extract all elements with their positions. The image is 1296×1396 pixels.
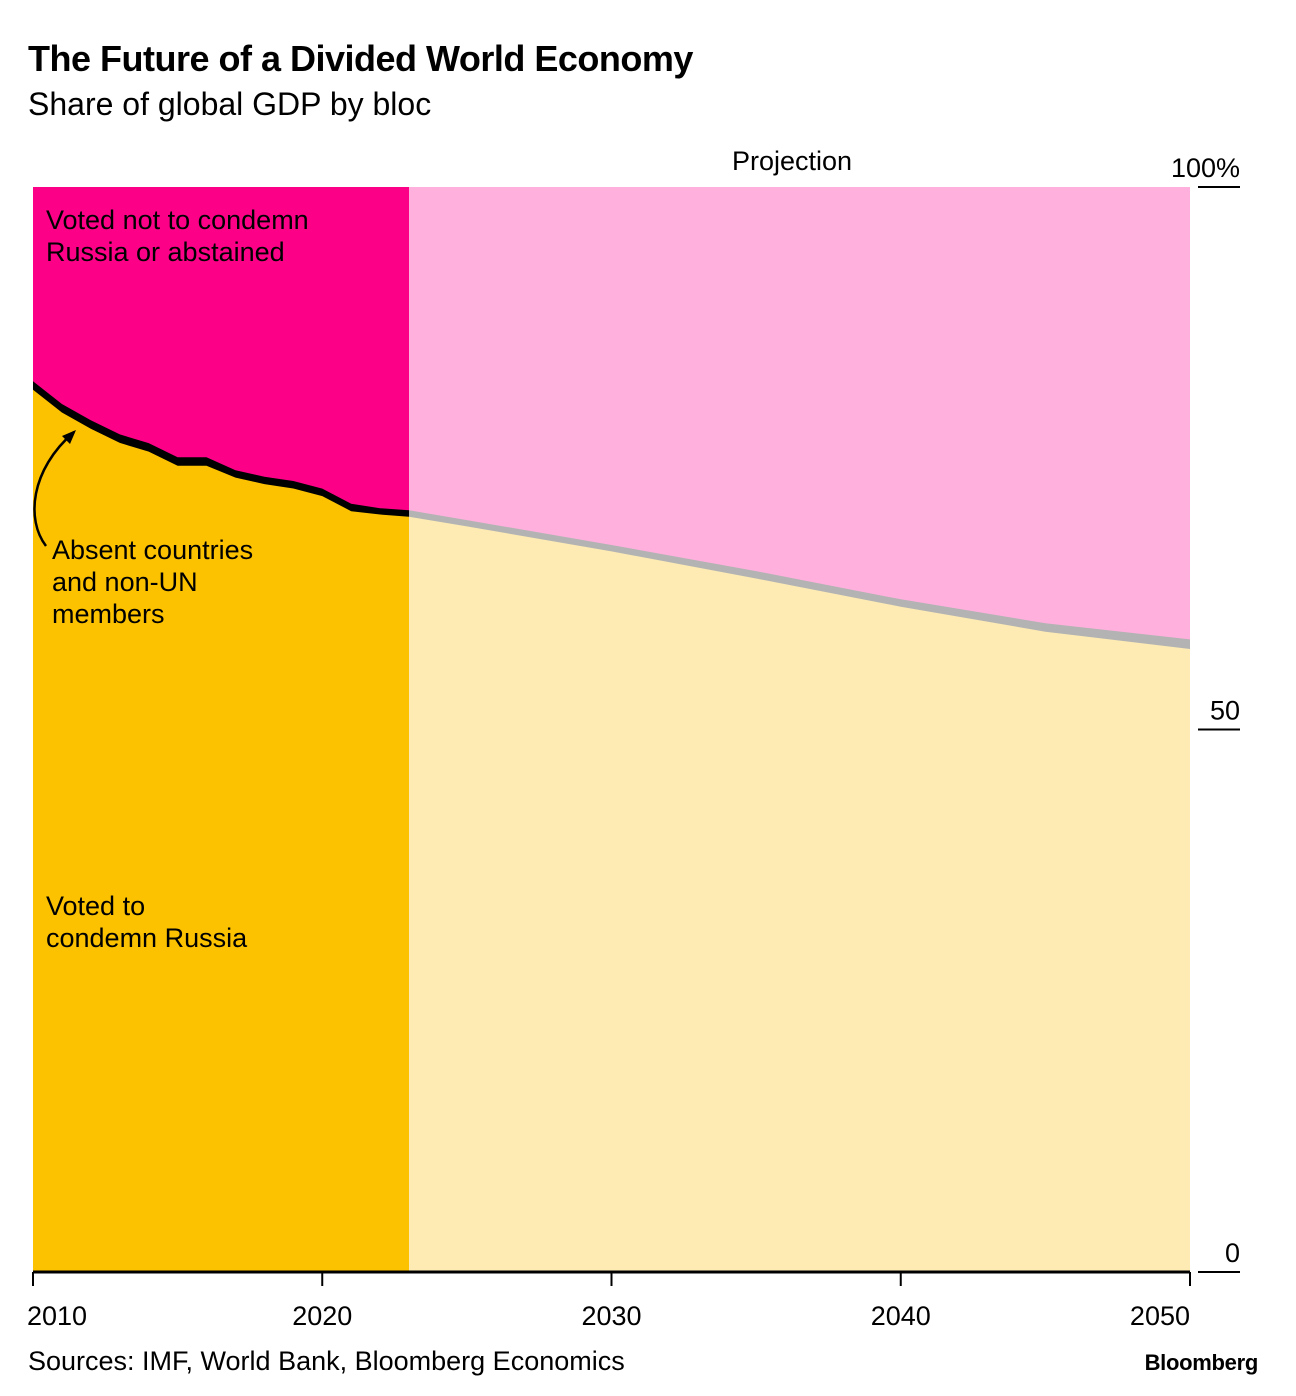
area-condemn-projection (409, 514, 1190, 1272)
y-tick-label: 50 (1210, 696, 1240, 726)
chart-subtitle: Share of global GDP by bloc (28, 86, 432, 122)
projection-label: Projection (732, 146, 852, 176)
y-tick-label: 0 (1225, 1238, 1240, 1268)
x-tick-label: 2020 (292, 1301, 352, 1331)
condemn-label-line-1: Voted to (46, 891, 145, 921)
not-condemn-label-line-1: Voted not to condemn (46, 205, 309, 235)
absent-label-line-2: and non-UN (52, 567, 198, 597)
annotation-arrow (33, 431, 75, 547)
x-tick-label: 2050 (1130, 1301, 1190, 1331)
bloomberg-logo: Bloomberg (1144, 1350, 1259, 1375)
absent-label-line-3: members (52, 599, 165, 629)
not-condemn-label-line-2: Russia or abstained (46, 237, 285, 267)
condemn-label-line-2: condemn Russia (46, 923, 248, 953)
x-tick-label: 2010 (27, 1301, 87, 1331)
x-axis: 2010 2020 2030 2040 2050 (27, 1270, 1191, 1331)
area-not-condemn-projection (409, 187, 1190, 640)
chart-title: The Future of a Divided World Economy (28, 38, 693, 79)
source-note: Sources: IMF, World Bank, Bloomberg Econ… (28, 1346, 625, 1376)
area-condemn-actual (33, 387, 409, 1272)
x-tick-label: 2030 (581, 1301, 641, 1331)
area-not-condemn-actual (33, 187, 409, 511)
y-tick-label: 100% (1171, 153, 1240, 183)
x-tick-label: 2040 (871, 1301, 931, 1331)
y-axis: 0 50 100% (1171, 153, 1240, 1273)
absent-label-line-1: Absent countries (52, 535, 253, 565)
annotation-arrowhead (62, 430, 76, 444)
